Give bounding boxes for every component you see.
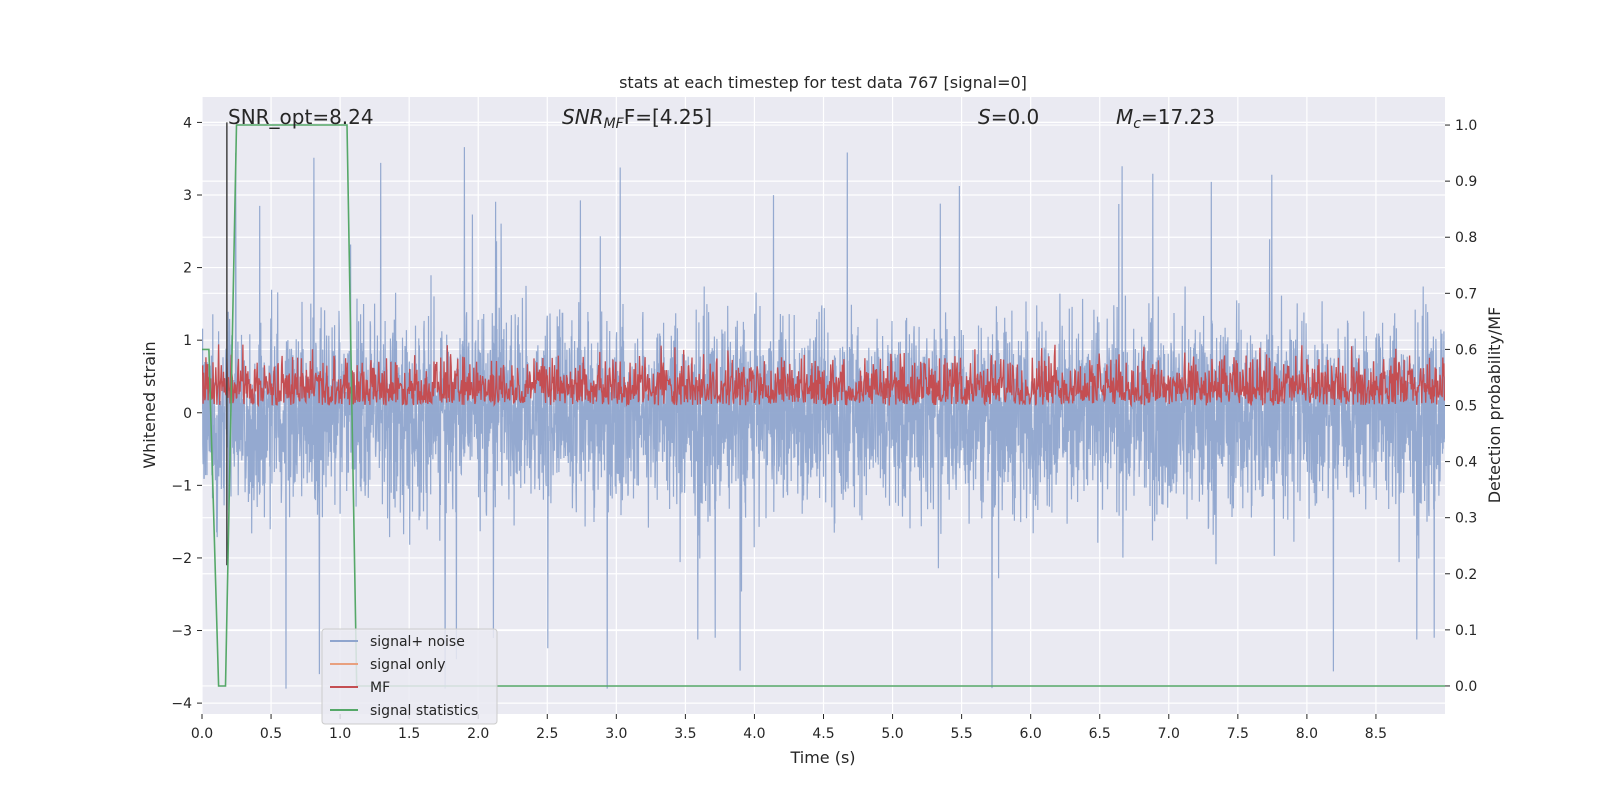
x-tick-label: 3.5: [674, 726, 696, 742]
legend-label-mf: MF: [370, 680, 390, 696]
x-tick-label: 4.0: [743, 726, 765, 742]
mc-annotation: Mc=17.23: [1116, 105, 1215, 132]
series-signal-noise: [202, 147, 1445, 689]
x-tick-label: 5.0: [881, 726, 903, 742]
y-right-tick-label: 0.0: [1455, 679, 1477, 695]
y-right-tick-label: 0.3: [1455, 511, 1477, 527]
x-tick-label: 1.5: [398, 726, 420, 742]
y-left-tick-label: −3: [171, 624, 192, 640]
chart-title: stats at each timestep for test data 767…: [619, 73, 1027, 92]
x-axis-label: Time (s): [789, 748, 855, 767]
snr-mf-sub: MF: [604, 116, 625, 132]
x-tick-label: 8.5: [1365, 726, 1387, 742]
series-mf: [202, 344, 1445, 408]
y-left-tick-label: −4: [171, 696, 192, 712]
x-tick-label: 3.0: [605, 726, 627, 742]
y-right-tick-label: 0.8: [1455, 230, 1477, 246]
x-tick-label: 7.5: [1227, 726, 1249, 742]
s-value: =0.0: [991, 105, 1040, 129]
y-right-tick-label: 0.7: [1455, 286, 1477, 302]
series-signal-statistics: [202, 124, 1445, 687]
legend-label-signal-only: signal only: [370, 657, 445, 673]
y-left-tick-label: 4: [183, 115, 192, 131]
snr-mf-main: SNR: [562, 105, 604, 129]
y-right-tick-label: 0.6: [1455, 342, 1477, 358]
x-tick-label: 5.5: [950, 726, 972, 742]
x-tick-label: 6.5: [1089, 726, 1111, 742]
y-right-tick-label: 0.1: [1455, 623, 1477, 639]
x-tick-label: 6.0: [1020, 726, 1042, 742]
x-tick-label: 0.5: [260, 726, 282, 742]
s-main: S: [978, 105, 991, 129]
y-right-tick-label: 0.5: [1455, 399, 1477, 415]
y-left-tick-label: 1: [183, 333, 192, 349]
y-right-tick-label: 0.2: [1455, 567, 1477, 583]
x-tick-label: 8.0: [1296, 726, 1318, 742]
s-annotation: S=0.0: [978, 105, 1039, 129]
y-left-tick-label: 3: [183, 188, 192, 204]
y-right-tick-label: 0.4: [1455, 455, 1477, 471]
y-axis-left-label: Whitened strain: [140, 341, 159, 468]
y-left-tick-label: 0: [183, 406, 192, 422]
series-group: [202, 122, 1445, 689]
x-tick-label: 2.5: [536, 726, 558, 742]
legend-label-signal-noise: signal+ noise: [370, 634, 465, 650]
snr-mf-value: F=[4.25]: [624, 105, 712, 129]
snr-opt-annotation: SNR_opt=8.24: [228, 105, 374, 129]
mc-sub: c: [1133, 116, 1141, 132]
legend-box: [321, 628, 498, 725]
legend-label-signal-statistics: signal statistics: [370, 703, 478, 719]
mc-main: M: [1116, 105, 1133, 129]
x-tick-label: 7.0: [1158, 726, 1180, 742]
y-left-tick-label: −1: [171, 478, 192, 494]
legend: signal+ noise signal only MF signal stat…: [321, 628, 498, 725]
y-left-tick-label: −2: [171, 551, 192, 567]
y-left-tick-label: 2: [183, 261, 192, 277]
x-tick-label: 1.0: [329, 726, 351, 742]
axes-group: 0.0 0.5 1.0 1.5 2.0 2.5 3.0 3.5 4.0 4.5 5.0 5.5 6.0 6…: [171, 115, 1477, 742]
mc-value: =17.23: [1141, 105, 1215, 129]
y-right-tick-label: 1.0: [1455, 118, 1477, 134]
y-axis-right-label: Detection probability/MF: [1485, 307, 1504, 504]
snr-mf-annotation: SNRMFF=[4.25]: [562, 105, 712, 132]
x-tick-label: 0.0: [191, 726, 213, 742]
x-tick-label: 4.5: [812, 726, 834, 742]
x-tick-label: 2.0: [467, 726, 489, 742]
y-right-tick-label: 0.9: [1455, 174, 1477, 190]
